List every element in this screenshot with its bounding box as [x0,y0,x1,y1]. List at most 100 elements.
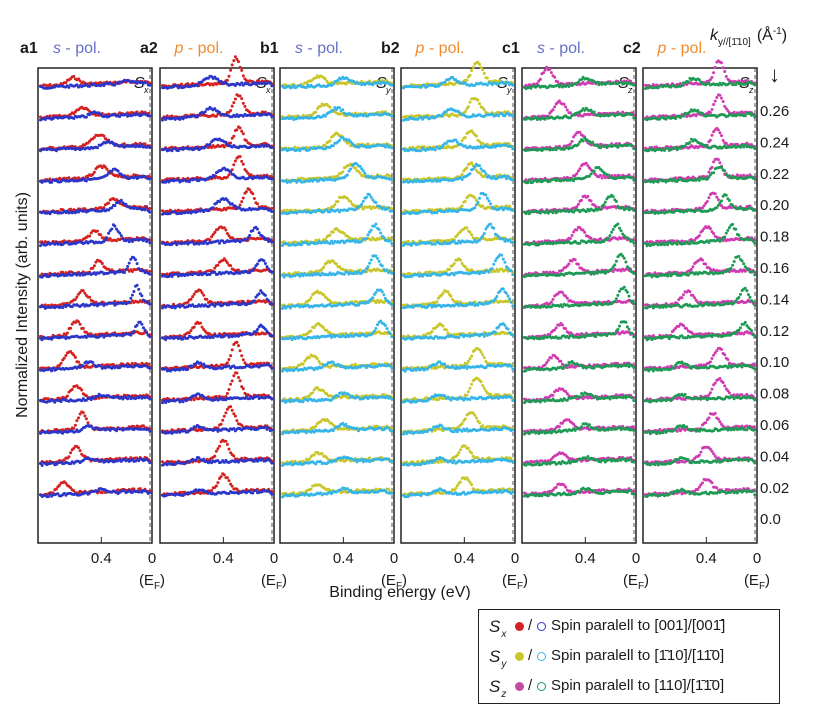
data-point [205,297,209,301]
data-point [257,231,261,235]
data-point [73,423,77,427]
data-point [65,394,69,398]
spectrum-row [161,288,274,310]
data-point [92,170,96,174]
data-point [134,258,137,262]
data-point [148,491,152,495]
data-point [331,230,335,234]
spectrum-row [161,55,274,90]
data-point [248,188,252,192]
data-point [148,461,152,465]
data-point [366,233,370,237]
spectrum-row [281,102,394,121]
data-point [229,382,233,386]
data-point [102,134,106,138]
data-point [257,292,261,296]
data-point [186,367,190,371]
data-point [270,177,274,181]
data-point [230,408,234,412]
spectrum-row [39,74,152,90]
data-point [189,329,193,332]
data-point [119,234,123,238]
data-point [59,361,63,365]
spectrum-row [39,350,152,373]
polarization-title: p - pol. [174,40,224,57]
data-point [379,231,383,235]
ef-label: (EF) [139,572,165,592]
data-point [100,491,104,495]
data-point [374,201,378,204]
data-point [240,354,244,358]
data-point [270,146,274,150]
data-point [222,473,226,477]
data-point [148,272,152,276]
data-point [213,454,217,458]
data-point [238,65,242,69]
spectrum-row [39,410,152,435]
data-point [148,114,152,118]
data-point [81,326,85,330]
data-point [122,142,126,146]
data-point [230,484,234,488]
data-point [241,358,245,362]
data-point [208,142,212,146]
data-point [237,460,240,464]
data-point [361,199,365,203]
data-point [143,328,147,332]
data-point [390,271,394,275]
data-point [385,268,389,272]
data-point [237,344,240,348]
data-point [314,110,318,114]
data-point [222,414,226,418]
data-point [382,236,386,240]
data-point [307,298,311,302]
data-point [107,171,111,175]
data-point [130,293,134,297]
data-point [145,80,149,84]
data-point [270,240,274,244]
data-point [268,81,272,85]
data-point [229,141,233,145]
data-point [364,195,368,199]
data-point [137,287,141,291]
data-point [202,293,206,297]
data-point [240,97,244,101]
data-point [69,451,73,455]
data-point [119,198,123,202]
data-point [88,295,92,299]
data-point [110,227,114,231]
data-point [361,169,365,173]
data-point [132,290,136,293]
data-point [213,230,217,234]
x-tick-label: 0 [270,550,278,567]
data-point [148,302,152,306]
data-point [107,201,111,205]
data-point [143,142,147,146]
spectrum-row [39,223,152,248]
data-point [360,202,364,206]
data-point [323,77,327,81]
data-point [369,228,373,232]
data-point [40,338,44,342]
ef-label: (EF) [261,572,287,592]
data-point [148,429,152,433]
data-point [113,224,117,228]
data-point [232,454,236,458]
data-point [124,202,128,206]
data-point [232,101,236,105]
data-point [73,355,77,359]
data-point [230,104,234,108]
panel-label: b1 [260,40,279,57]
data-point [364,237,368,241]
data-point [390,209,394,213]
data-point [216,447,220,451]
spectrum-row [161,257,274,279]
data-point [48,83,52,86]
data-point [341,170,345,174]
data-point [331,82,335,86]
data-point [148,241,152,245]
data-point [230,63,234,67]
data-point [349,200,353,204]
spectrum-row [39,105,152,122]
data-point [54,149,58,153]
